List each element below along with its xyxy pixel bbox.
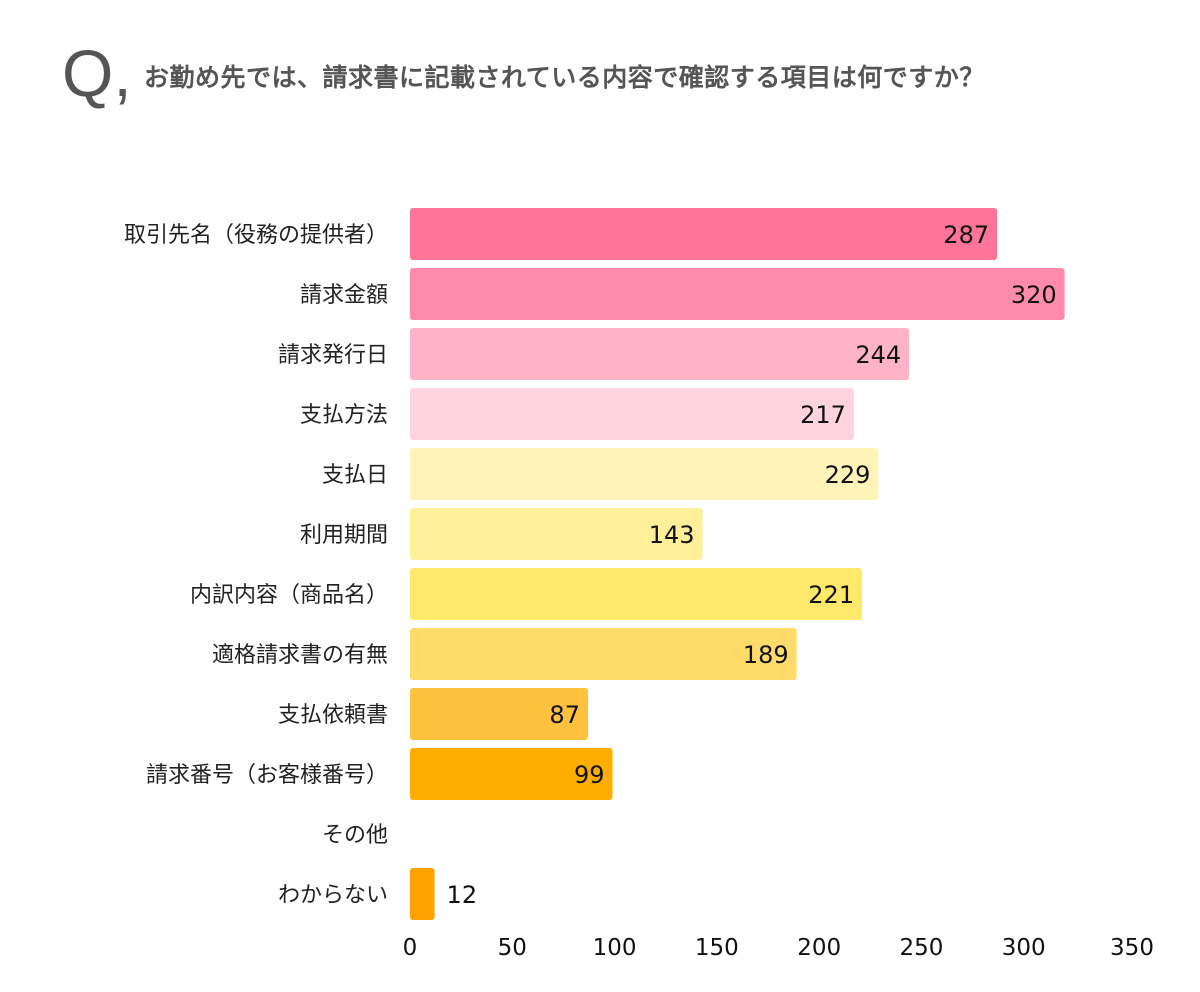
value-label: 217 — [800, 401, 846, 429]
chart-title: お勤め先では、請求書に記載されている内容で確認する項目は何ですか？ — [144, 63, 985, 92]
value-label: 87 — [549, 701, 580, 729]
x-tick-label: 300 — [1002, 935, 1046, 961]
category-label: 内訳内容（商品名） — [190, 583, 388, 608]
x-tick-label: 100 — [593, 935, 637, 961]
bar — [410, 568, 863, 620]
value-label: 143 — [649, 521, 695, 549]
x-tick-label: 350 — [1110, 935, 1154, 961]
category-label: 請求番号（お客様番号） — [146, 763, 388, 788]
bar — [410, 448, 879, 500]
x-tick-label: 250 — [899, 935, 943, 961]
category-label: わからない — [278, 883, 388, 908]
bar — [410, 388, 854, 440]
x-tick-label: 0 — [403, 935, 418, 961]
bar — [410, 688, 588, 740]
x-tick-label: 50 — [498, 935, 527, 961]
category-label: その他 — [322, 823, 388, 848]
value-label: 229 — [825, 461, 871, 489]
bar — [410, 628, 797, 680]
category-label: 支払日 — [322, 463, 388, 488]
value-label: 287 — [943, 221, 989, 249]
value-label: 221 — [808, 581, 854, 609]
value-label: 320 — [1011, 281, 1057, 309]
value-label: 99 — [574, 761, 605, 789]
question-mark: Q, — [62, 36, 132, 110]
bar — [410, 208, 998, 260]
category-label: 利用期間 — [300, 523, 388, 548]
category-label: 支払方法 — [300, 403, 388, 428]
bar — [410, 508, 703, 560]
category-label: 支払依頼書 — [278, 703, 388, 728]
bar — [410, 268, 1065, 320]
category-label: 適格請求書の有無 — [212, 643, 388, 668]
value-label: 244 — [855, 341, 901, 369]
category-label: 請求金額 — [300, 283, 388, 308]
x-tick-label: 150 — [695, 935, 739, 961]
bar — [410, 868, 435, 920]
category-label: 請求発行日 — [278, 343, 388, 368]
bar — [410, 748, 613, 800]
value-label: 189 — [743, 641, 789, 669]
value-label: 12 — [447, 881, 478, 909]
bar — [410, 328, 910, 380]
category-label: 取引先名（役務の提供者） — [124, 223, 388, 248]
x-tick-label: 200 — [797, 935, 841, 961]
